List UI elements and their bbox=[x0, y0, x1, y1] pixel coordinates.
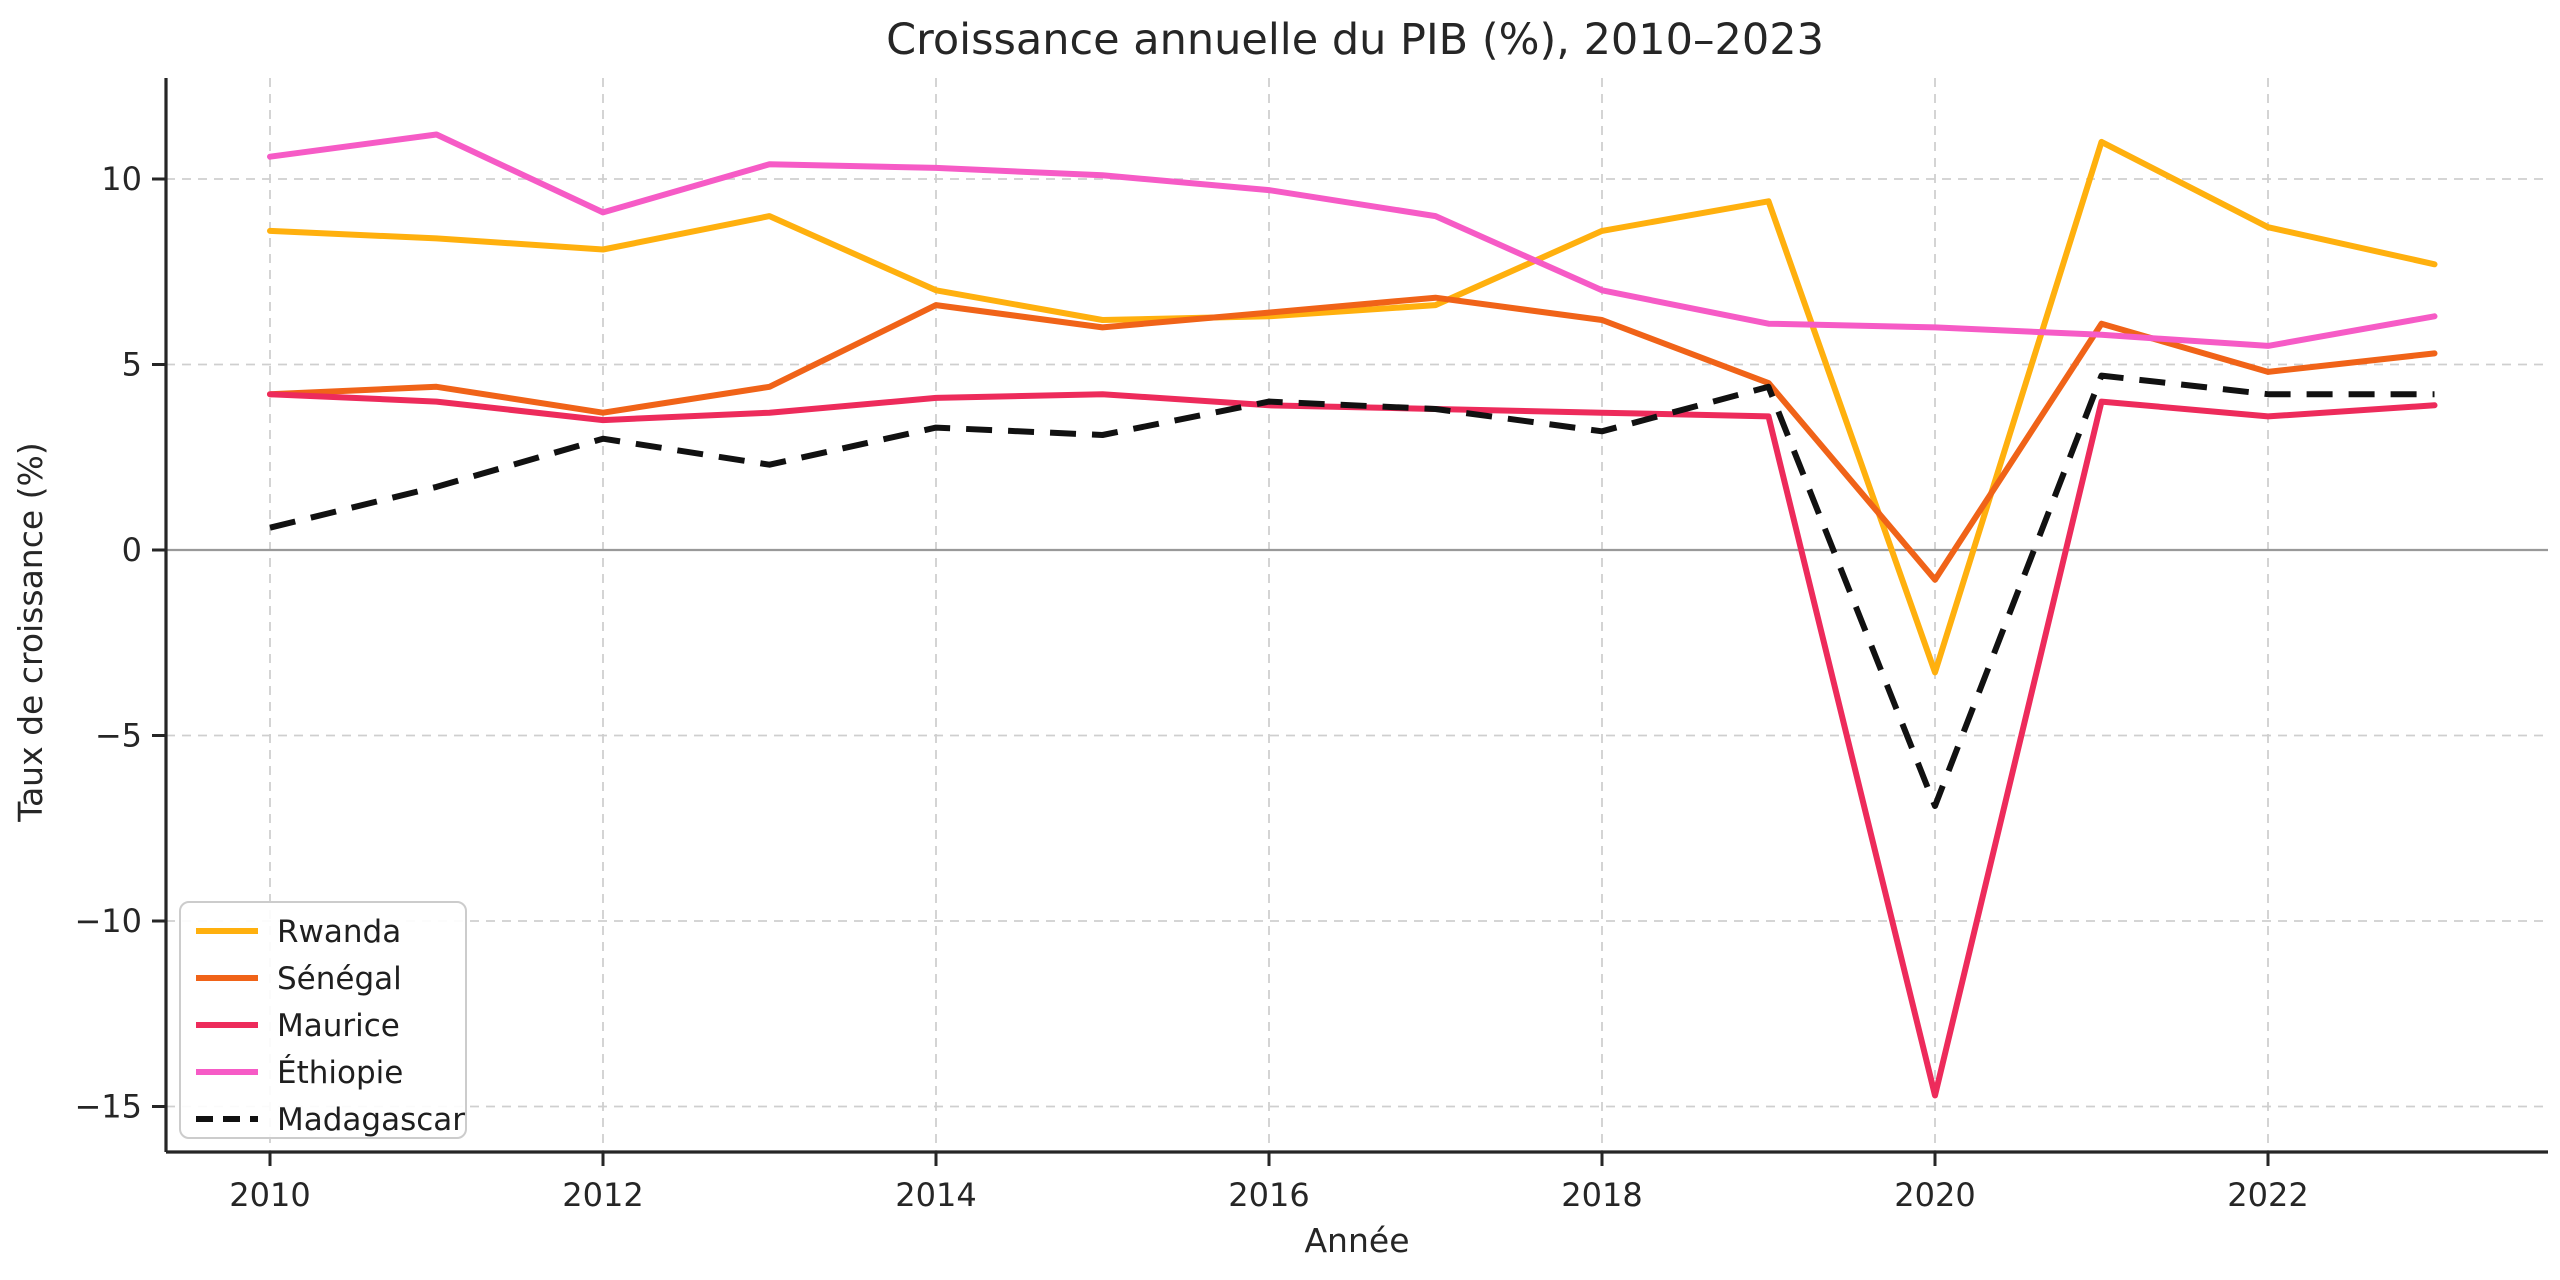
legend-label-rwanda: Rwanda bbox=[277, 914, 401, 950]
x-tick-label-2022: 2022 bbox=[2227, 1176, 2308, 1214]
x-tick-label-2014: 2014 bbox=[895, 1176, 976, 1214]
legend: Rwanda Sénégal Maurice Éthiopie Madagascar bbox=[179, 901, 467, 1139]
series-line-madagascar bbox=[269, 372, 2435, 809]
y-tick-label-10: 10 bbox=[101, 160, 142, 198]
chart-title: Croissance annuelle du PIB (%), 2010–202… bbox=[886, 15, 1824, 65]
series-line-senegal bbox=[267, 294, 2438, 583]
series-line-ethiopie bbox=[267, 131, 2438, 349]
y-tick-label--10: −10 bbox=[74, 902, 142, 940]
y-tick-label-5: 5 bbox=[122, 346, 142, 384]
x-tick-label-2016: 2016 bbox=[1228, 1176, 1309, 1214]
x-axis-label: Année bbox=[1304, 1221, 1409, 1260]
y-tick-label-0: 0 bbox=[122, 531, 142, 569]
x-tick-label-2012: 2012 bbox=[562, 1176, 643, 1214]
series-line-rwanda bbox=[267, 138, 2438, 676]
series-line-maurice bbox=[267, 391, 2438, 1099]
x-tick-label-2010: 2010 bbox=[229, 1176, 310, 1214]
x-tick-label-2018: 2018 bbox=[1561, 1176, 1642, 1214]
legend-label-ethiopie: Éthiopie bbox=[277, 1055, 403, 1091]
y-tick-label--15: −15 bbox=[74, 1088, 142, 1126]
legend-label-madagascar: Madagascar bbox=[277, 1102, 465, 1138]
legend-label-senegal: Sénégal bbox=[277, 961, 402, 997]
series-layer bbox=[267, 131, 2438, 1099]
grid-layer bbox=[166, 78, 2548, 1152]
legend-box bbox=[179, 901, 467, 1139]
y-tick-label--5: −5 bbox=[95, 717, 142, 755]
legend-label-maurice: Maurice bbox=[277, 1008, 400, 1044]
axis-layer: 2010 2012 2014 2016 2018 2020 2022 10 5 0 −5 −10 −15 bbox=[74, 78, 2548, 1214]
x-tick-label-2020: 2020 bbox=[1894, 1176, 1975, 1214]
y-axis-label: Taux de croissance (%) bbox=[11, 442, 50, 823]
